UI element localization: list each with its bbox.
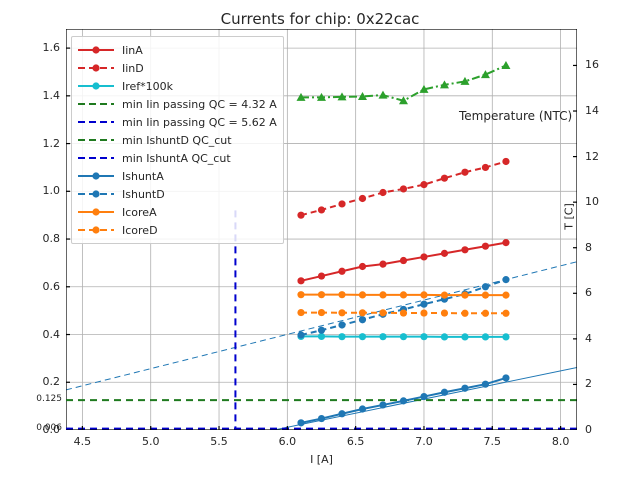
- legend-item-IinD[interactable]: IinD: [76, 59, 277, 77]
- y-axis-label-right: T [C]: [562, 203, 576, 230]
- legend-item-min-IshuntA-QC-cut[interactable]: min IshuntA QC_cut: [76, 149, 277, 167]
- y-tick-label-left: 0.0: [42, 423, 61, 436]
- temperature-annotation: Temperature (NTC): [459, 109, 573, 123]
- x-tick-label: 6.0: [278, 435, 297, 448]
- legend-item-min-Iin-passing-QC-blue[interactable]: min Iin passing QC = 5.62 A: [76, 113, 277, 131]
- legend-label: IcoreD: [122, 223, 158, 237]
- x-tick-label: 7.5: [483, 435, 502, 448]
- y-tick-label-right: 12: [585, 149, 599, 163]
- IshuntD-extrapolation: [66, 261, 577, 391]
- legend-swatch-IshuntA: [76, 167, 116, 185]
- x-tick-label: 4.5: [73, 435, 92, 448]
- legend-item-IinA[interactable]: IinA: [76, 41, 277, 59]
- legend-item-IshuntD[interactable]: IshuntD: [76, 185, 277, 203]
- IinA: [297, 239, 510, 285]
- legend-label: min IshuntA QC_cut: [122, 151, 231, 165]
- legend-label: IcoreA: [122, 205, 157, 219]
- y-tick-label-right: 6: [585, 286, 592, 300]
- IinD: [297, 157, 510, 219]
- plot-area: Temperature (NTC) IinA IinD Iref*100k min I…: [66, 29, 577, 430]
- y-tick-label-threshold: 0.125: [36, 394, 62, 405]
- y-tick-label-threshold: 0.006: [36, 422, 62, 433]
- Temperature-NTC: [296, 60, 511, 105]
- legend-label: IinA: [122, 43, 143, 57]
- chart-legend[interactable]: IinA IinD Iref*100k min Iin passing QC = 4.…: [71, 36, 284, 244]
- legend-label: min IshuntD QC_cut: [122, 133, 232, 147]
- legend-swatch-IinD: [76, 59, 116, 77]
- x-axis-label: I [A]: [310, 453, 333, 466]
- IshuntD: [297, 276, 510, 339]
- Iref*100k: [297, 332, 510, 341]
- legend-swatch-min-Iin-passing-QC-green: [76, 95, 116, 113]
- x-tick-label: 5.0: [141, 435, 160, 448]
- y-tick-label-left: 0.6: [42, 279, 61, 293]
- IcoreD: [297, 308, 510, 317]
- IcoreA: [297, 291, 510, 299]
- legend-swatch-IcoreA: [76, 203, 116, 221]
- y-tick-label-right: 8: [585, 240, 592, 254]
- legend-swatch-IinA: [76, 41, 116, 59]
- y-tick-label-left: 0.4: [42, 327, 61, 341]
- legend-item-IcoreD[interactable]: IcoreD: [76, 221, 277, 239]
- legend-swatch-min-IshuntD-QC-cut: [76, 131, 116, 149]
- legend-label: IshuntA: [122, 169, 164, 183]
- legend-swatch-Iref*100k: [76, 77, 116, 95]
- legend-label: IshuntD: [122, 187, 165, 201]
- IshuntA: [297, 374, 510, 427]
- legend-label: min Iin passing QC = 5.62 A: [122, 115, 277, 129]
- legend-swatch-IshuntD: [76, 185, 116, 203]
- chart-title: Currents for chip: 0x22cac: [220, 10, 420, 28]
- x-tick-label: 5.5: [210, 435, 228, 448]
- y-tick-label-left: 1.4: [42, 88, 61, 102]
- y-tick-label-left: 0.2: [42, 375, 61, 389]
- legend-item-IcoreA[interactable]: IcoreA: [76, 203, 277, 221]
- y-tick-label-right: 4: [585, 331, 592, 345]
- y-tick-label-left: 0.8: [42, 232, 61, 246]
- y-tick-label-left: 1.0: [42, 184, 61, 198]
- y-tick-label-right: 10: [585, 195, 599, 209]
- legend-item-min-IshuntD-QC-cut[interactable]: min IshuntD QC_cut: [76, 131, 277, 149]
- legend-item-IshuntA[interactable]: IshuntA: [76, 167, 277, 185]
- y-tick-label-right: 0: [585, 423, 592, 436]
- y-tick-label-right: 2: [585, 377, 592, 391]
- legend-swatch-min-Iin-passing-QC-blue: [76, 113, 116, 131]
- y-tick-label-right: 16: [585, 58, 599, 72]
- y-tick-label-right: 14: [585, 104, 599, 118]
- x-tick-label: 7.0: [415, 435, 433, 448]
- legend-item-Iref*100k[interactable]: Iref*100k: [76, 77, 277, 95]
- legend-label: Iref*100k: [122, 79, 174, 93]
- x-tick-label: 6.5: [346, 435, 365, 448]
- legend-label: min Iin passing QC = 4.32 A: [122, 97, 277, 111]
- y-tick-label-left: 1.2: [42, 136, 61, 150]
- legend-swatch-min-IshuntA-QC-cut: [76, 149, 116, 167]
- x-tick-label: 8.0: [551, 435, 570, 448]
- legend-swatch-IcoreD: [76, 221, 116, 239]
- legend-item-min-Iin-passing-QC-green[interactable]: min Iin passing QC = 4.32 A: [76, 95, 277, 113]
- legend-label: IinD: [122, 61, 144, 75]
- y-tick-label-left: 1.6: [42, 41, 61, 55]
